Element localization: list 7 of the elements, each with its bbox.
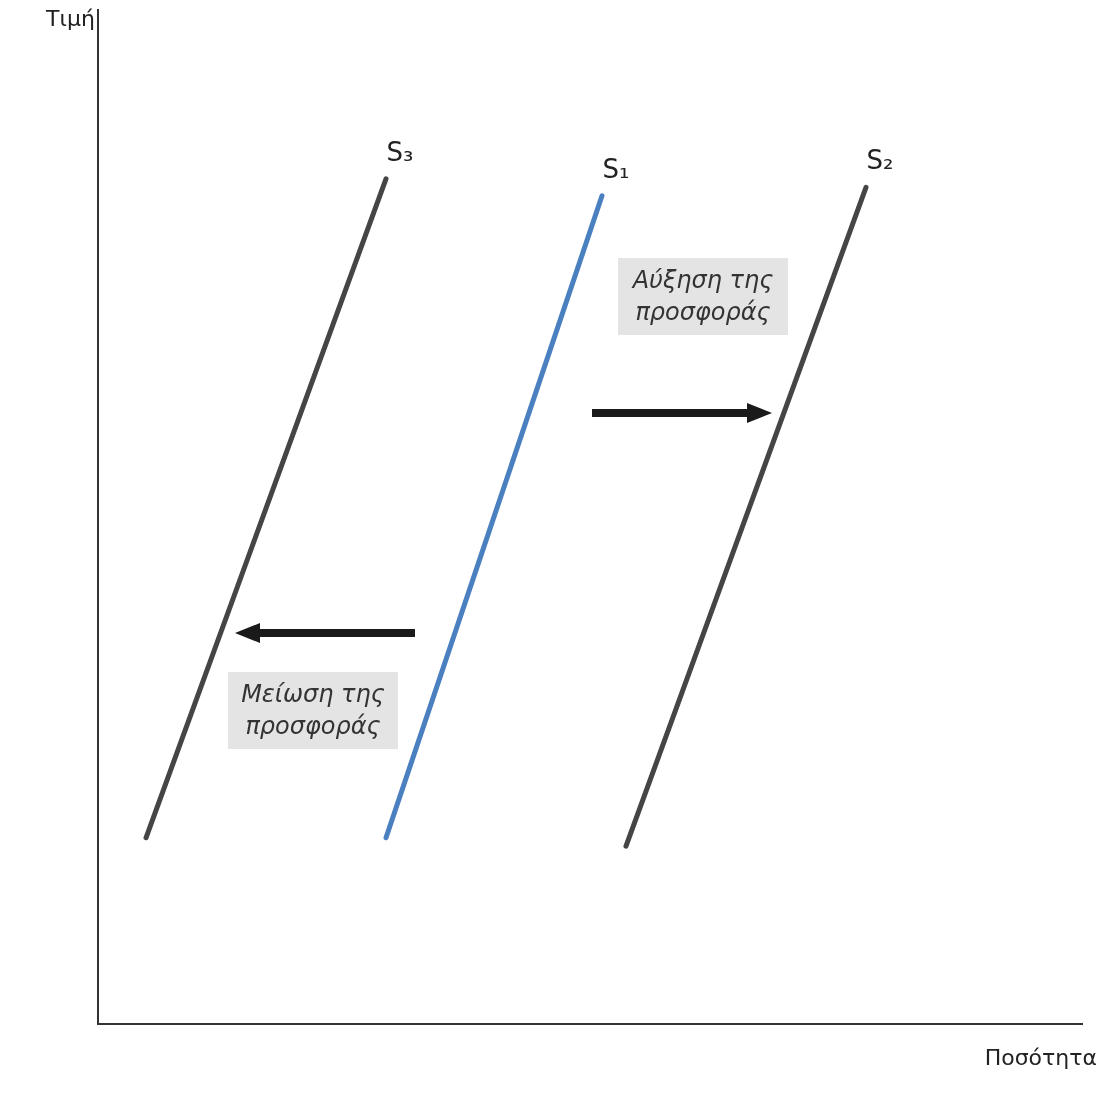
x-axis-title: Ποσότητα bbox=[984, 1045, 1097, 1070]
series-label: S₃ bbox=[386, 136, 414, 167]
series-label: S₂ bbox=[866, 145, 894, 176]
annotation: Μείωση της προσφοράς bbox=[228, 672, 398, 749]
series-label: S₁ bbox=[602, 153, 630, 184]
annotation: Αύξηση της προσφοράς bbox=[618, 258, 788, 335]
text: Τιμή bbox=[46, 6, 95, 31]
